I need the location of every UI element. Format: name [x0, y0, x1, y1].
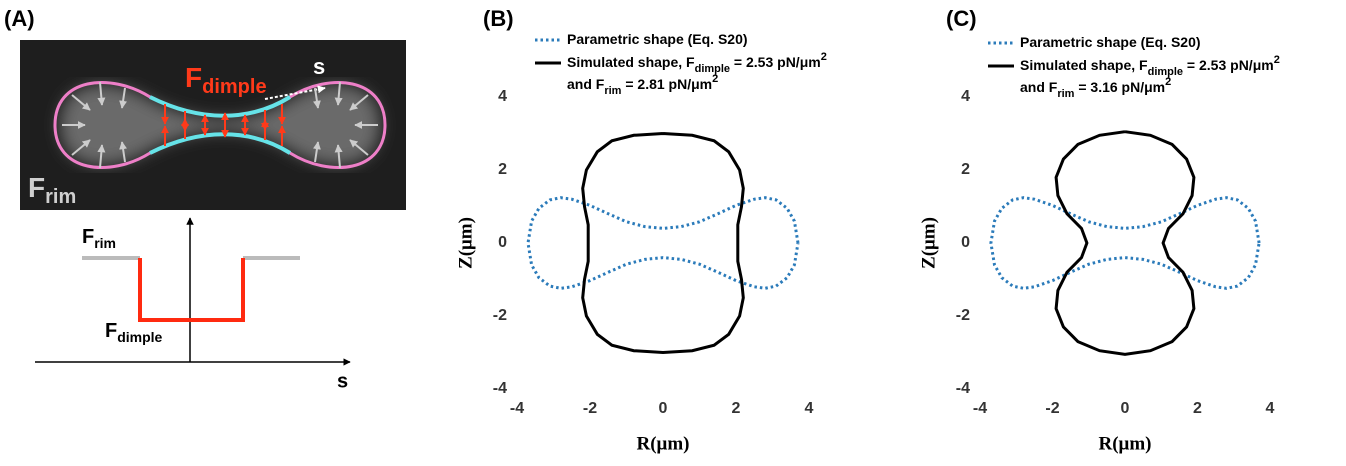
y-tick-label: 4 [961, 88, 970, 105]
x-axis-label: R(μm) [637, 433, 690, 454]
label-sub: dimple [202, 76, 266, 98]
legend-segment: and F [567, 76, 605, 92]
label-sub: rim [94, 235, 116, 251]
x-tick-label: -2 [583, 400, 597, 417]
legend-text: and Frim = 3.16 pN/μm2 [1020, 76, 1171, 100]
legend-segment: rim [1057, 88, 1074, 100]
legend-text: and Frim = 2.81 pN/μm2 [567, 73, 718, 97]
x-tick-label: 4 [1266, 400, 1275, 417]
label-main: F [28, 172, 45, 203]
label-sub: dimple [117, 329, 162, 345]
legend-segment: = 2.53 pN/μm [1183, 57, 1274, 73]
y-axis-label: Z(μm) [918, 217, 939, 269]
x-tick-label: 0 [659, 400, 668, 417]
profile-rim-label: Frim [82, 226, 116, 250]
profile-s-label: s [337, 370, 348, 392]
label-main: F [82, 226, 94, 248]
panel-label: (A) [4, 6, 35, 31]
legend-segment: 2 [1165, 76, 1171, 88]
legend-segment: = 2.53 pN/μm [730, 54, 821, 70]
profile-dimple-label: Fdimple [105, 320, 163, 344]
legend-segment: rim [604, 85, 621, 97]
legend-segment: = 2.81 pN/μm [621, 76, 712, 92]
shape-curve [1056, 132, 1194, 355]
y-tick-label: 0 [498, 234, 507, 251]
y-tick-label: 2 [961, 161, 970, 178]
legend-segment: Parametric shape (Eq. S20) [567, 31, 748, 47]
y-tick-label: -4 [956, 380, 970, 397]
x-tick-label: 2 [732, 400, 741, 417]
x-tick-label: -2 [1045, 400, 1059, 417]
legend-text: Parametric shape (Eq. S20) [567, 31, 748, 47]
y-tick-label: -4 [493, 380, 507, 397]
y-tick-label: 4 [498, 88, 507, 105]
legend-segment: 2 [821, 51, 827, 63]
x-tick-label: 0 [1121, 400, 1130, 417]
cell-image [20, 40, 406, 210]
shape-curve [583, 134, 744, 353]
legend-segment: and F [1020, 79, 1058, 95]
legend-segment: Parametric shape (Eq. S20) [1020, 34, 1201, 50]
x-tick-label: 2 [1193, 400, 1202, 417]
x-tick-label: -4 [510, 400, 524, 417]
x-tick-label: 4 [805, 400, 814, 417]
y-tick-label: 2 [498, 161, 507, 178]
legend-text: Simulated shape, Fdimple = 2.53 pN/μm2 [1020, 54, 1280, 78]
panel-label: (C) [946, 6, 977, 31]
x-axis-label: R(μm) [1099, 433, 1152, 454]
legend-text: Simulated shape, Fdimple = 2.53 pN/μm2 [567, 51, 827, 75]
label-main: F [105, 320, 117, 342]
label-main: F [185, 62, 202, 93]
figure: (A) Fdimple s Frim Frim Fdimple s (B)-4-… [0, 0, 1346, 466]
y-axis-label: Z(μm) [455, 217, 476, 269]
legend-segment: 2 [712, 73, 718, 85]
legend-segment: = 3.16 pN/μm [1074, 79, 1165, 95]
legend-segment: Simulated shape, F [567, 54, 695, 70]
y-tick-label: 0 [961, 234, 970, 251]
shape-curve [991, 198, 1259, 289]
y-tick-label: -2 [956, 307, 970, 324]
label-sub: rim [45, 186, 76, 208]
arc-label: s [313, 54, 325, 79]
x-tick-label: -4 [973, 400, 987, 417]
shape-curve [528, 198, 798, 289]
legend-text: Parametric shape (Eq. S20) [1020, 34, 1201, 50]
legend-segment: Simulated shape, F [1020, 57, 1148, 73]
panel-label: (B) [483, 6, 514, 31]
y-tick-label: -2 [493, 307, 507, 324]
legend-segment: 2 [1274, 54, 1280, 66]
dimple-level [140, 258, 243, 320]
